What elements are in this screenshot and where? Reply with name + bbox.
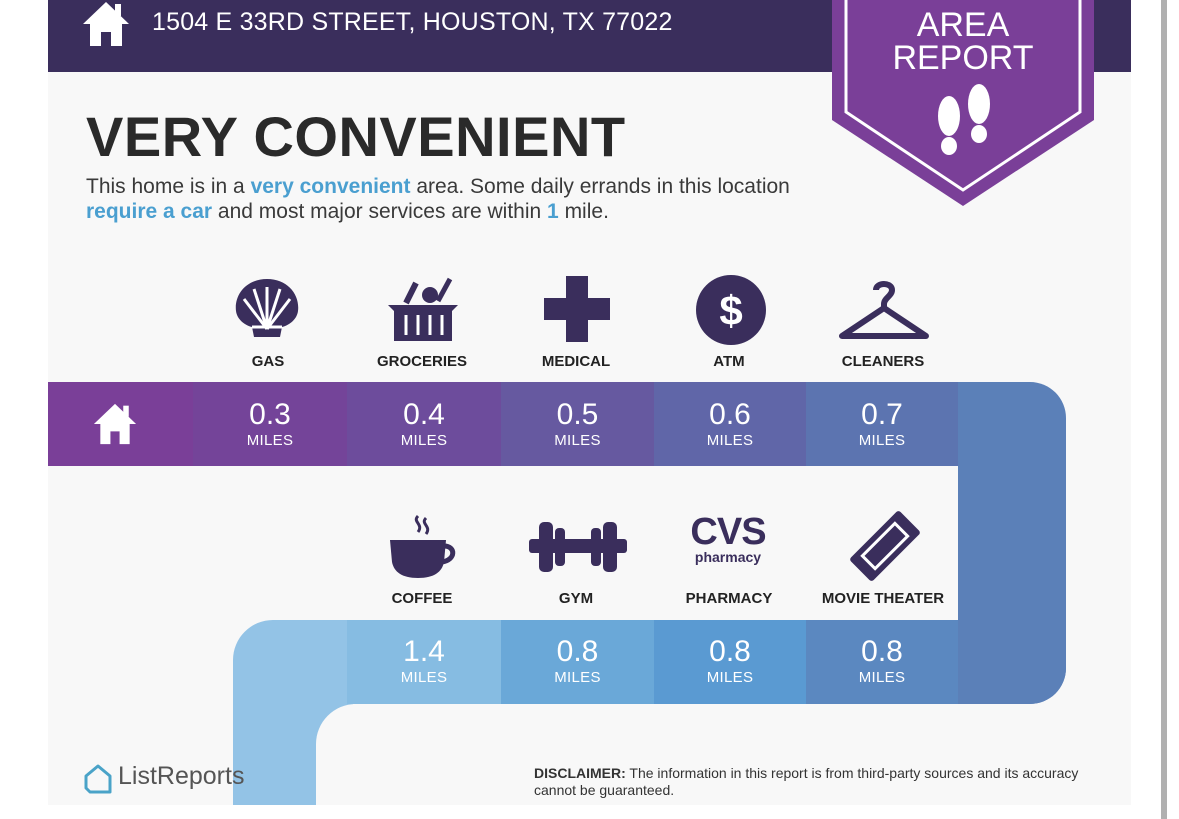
cvs-logo-icon: CVS pharmacy (690, 511, 766, 565)
label-pharmacy: PHARMACY (685, 590, 773, 607)
distance-gas: 0.3 MILES (246, 398, 294, 449)
svg-text:$: $ (719, 287, 742, 334)
badge-line-report: REPORT (892, 39, 1034, 77)
shell-icon (235, 279, 299, 337)
distance-atm: 0.6 MILES (706, 398, 754, 449)
coffee-cup-icon (390, 514, 456, 578)
medical-cross-icon (544, 276, 610, 342)
distance-movie-theater: 0.8 MILES (858, 635, 906, 686)
label-atm: ATM (713, 353, 745, 370)
dumbbell-icon (529, 522, 627, 572)
distance-gym: 0.8 MILES (554, 635, 601, 686)
label-groceries: GROCERIES (376, 353, 467, 370)
distance-medical: 0.5 MILES (554, 398, 601, 449)
distance-cleaners: 0.7 MILES (858, 398, 906, 449)
area-report-card: 1504 E 33RD STREET, HOUSTON, TX 77022 AR… (48, 0, 1131, 805)
distance-coffee: 1.4 MILES (400, 635, 448, 686)
home-icon (83, 2, 129, 46)
grocery-basket-icon (388, 277, 458, 341)
property-address: 1504 E 33RD STREET, HOUSTON, TX 77022 (152, 8, 673, 36)
hanger-icon (839, 281, 929, 339)
label-cleaners: CLEANERS (841, 353, 925, 370)
disclaimer: DISCLAIMER: The information in this repo… (534, 765, 1079, 798)
label-coffee: COFFEE (391, 590, 453, 607)
label-gas: GAS (251, 353, 285, 370)
dollar-icon: $ (696, 275, 766, 345)
footprints-icon (938, 84, 990, 155)
brand-name: ListReports (118, 762, 245, 790)
label-movie-theater: MOVIE THEATER (821, 590, 945, 607)
distance-pharmacy: 0.8 MILES (706, 635, 754, 686)
start-home-icon (93, 403, 137, 445)
ticket-icon (850, 511, 920, 581)
area-report-badge (832, 0, 1094, 206)
page-title: VERY CONVENIENT (86, 105, 626, 168)
label-medical: MEDICAL (541, 353, 611, 370)
scrollbar[interactable] (1161, 0, 1167, 819)
distance-groceries: 0.4 MILES (400, 398, 448, 449)
badge-line-area: AREA (916, 6, 1010, 44)
label-gym: GYM (558, 590, 594, 607)
summary-text: This home is in a very convenient area. … (86, 175, 790, 223)
listreports-logo-icon (84, 764, 112, 794)
